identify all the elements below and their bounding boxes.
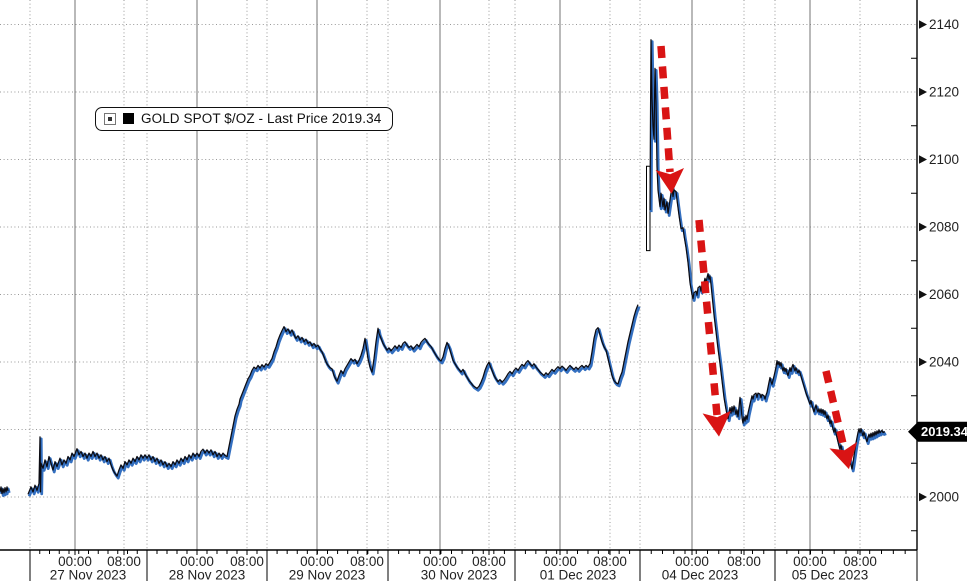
last-price-badge xyxy=(908,421,967,442)
time-label: 08:00 xyxy=(727,554,761,569)
y-tick-arrow-icon xyxy=(919,290,927,299)
date-label: 04 Dec 2023 xyxy=(662,568,739,581)
y-axis-label: 2040 xyxy=(929,355,959,370)
time-label: 00:00 xyxy=(300,554,334,569)
annotation-arrow xyxy=(655,45,685,194)
y-tick-arrow-icon xyxy=(919,155,927,164)
y-tick-arrow-icon xyxy=(919,222,927,232)
time-label: 08:00 xyxy=(107,554,141,569)
y-axis-label: 2100 xyxy=(929,152,959,167)
time-label: 00:00 xyxy=(543,554,577,569)
price-line-shadow xyxy=(649,40,887,473)
annotation-arrow xyxy=(822,370,858,470)
date-label: 30 Nov 2023 xyxy=(421,568,498,581)
date-label: 29 Nov 2023 xyxy=(289,568,366,581)
time-label: 08:00 xyxy=(472,554,506,569)
time-label: 00:00 xyxy=(180,554,214,569)
legend-label: GOLD SPOT $/OZ - Last Price 2019.34 xyxy=(141,111,382,126)
date-label: 05 Dec 2023 xyxy=(792,568,869,581)
date-label: 28 Nov 2023 xyxy=(169,568,246,581)
time-label: 08:00 xyxy=(593,554,627,569)
y-tick-arrow-icon xyxy=(919,492,927,502)
time-label: 00:00 xyxy=(423,554,457,569)
legend-expand-icon[interactable] xyxy=(104,112,116,125)
time-label: 00:00 xyxy=(793,554,827,569)
price-line-shadow xyxy=(27,306,641,497)
y-axis-label: 2140 xyxy=(929,17,959,32)
y-axis-label: 2120 xyxy=(929,85,959,100)
time-label: 00:00 xyxy=(58,554,92,569)
y-axis-label: 2000 xyxy=(929,490,959,505)
y-tick-arrow-icon xyxy=(919,87,927,97)
date-label: 01 Dec 2023 xyxy=(540,568,617,581)
time-label: 08:00 xyxy=(350,554,384,569)
y-tick-arrow-icon xyxy=(919,357,927,367)
series-swatch-icon xyxy=(123,113,134,124)
time-label: 08:00 xyxy=(230,554,264,569)
last-price-value: 2019.34 xyxy=(921,424,967,439)
price-line xyxy=(0,486,9,495)
y-axis-label: 2080 xyxy=(929,220,959,235)
time-label: 00:00 xyxy=(675,554,709,569)
price-line xyxy=(27,304,639,495)
y-tick-arrow-icon xyxy=(919,20,927,29)
date-label: 27 Nov 2023 xyxy=(50,568,127,581)
time-label: 08:00 xyxy=(843,554,877,569)
y-axis-label: 2060 xyxy=(929,287,959,302)
chart-legend[interactable]: GOLD SPOT $/OZ - Last Price 2019.34 xyxy=(95,107,394,131)
price-line xyxy=(649,39,886,470)
